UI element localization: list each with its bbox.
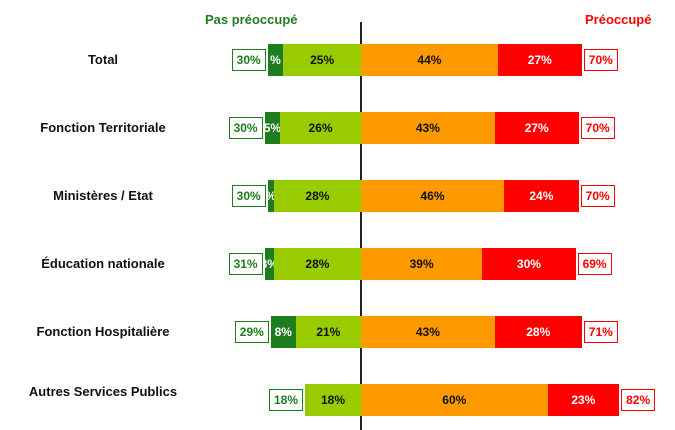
category-label: Total — [87, 52, 119, 67]
bar-segment: 28% — [494, 316, 582, 348]
bar-segment: 23% — [547, 384, 620, 416]
category-label: Autres Services Publics — [28, 384, 178, 399]
header-concerned: Préoccupé — [585, 12, 652, 27]
category-label: Fonction Hospitalière — [36, 324, 170, 339]
category-label: Fonction Territoriale — [40, 120, 166, 135]
header-not-concerned: Pas préoccupé — [205, 12, 298, 27]
total-left-box: 29% — [234, 321, 269, 343]
bar-segment: 18% — [305, 384, 361, 416]
total-right-box: 82% — [621, 389, 656, 411]
bar-segment: % — [267, 44, 284, 76]
bar-segment: 3% — [264, 248, 274, 280]
bar-segment: 5% — [264, 112, 281, 144]
bar-segment: 30% — [482, 248, 576, 280]
bar-segment: 26% — [280, 112, 361, 144]
total-right-box: 70% — [580, 117, 615, 139]
total-right-box: 69% — [577, 253, 612, 275]
total-right-box: 71% — [583, 321, 618, 343]
total-left-box: 31% — [228, 253, 263, 275]
bar-segment: 21% — [295, 316, 361, 348]
category-label: Ministères / Etat — [53, 188, 153, 203]
total-left-box: 30% — [231, 185, 266, 207]
total-left-box: 30% — [231, 49, 266, 71]
total-right-box: 70% — [580, 185, 615, 207]
bar-segment: % — [267, 180, 274, 212]
bar-segment: 28% — [273, 180, 361, 212]
total-right-box: 70% — [583, 49, 618, 71]
bar-segment: 43% — [361, 112, 495, 144]
bar-segment: 60% — [361, 384, 548, 416]
total-left-box: 18% — [269, 389, 304, 411]
bar-segment: 27% — [494, 112, 579, 144]
bar-segment: 46% — [361, 180, 505, 212]
total-left-box: 30% — [228, 117, 263, 139]
bar-segment: 24% — [504, 180, 579, 212]
bar-segment: 8% — [270, 316, 296, 348]
bar-segment: 39% — [361, 248, 483, 280]
bar-segment: 43% — [361, 316, 495, 348]
bar-segment: 25% — [283, 44, 361, 76]
category-label: Éducation nationale — [41, 256, 165, 271]
bar-segment: 27% — [497, 44, 582, 76]
bar-segment: 44% — [361, 44, 498, 76]
center-axis — [360, 22, 362, 430]
bar-segment: 28% — [273, 248, 361, 280]
